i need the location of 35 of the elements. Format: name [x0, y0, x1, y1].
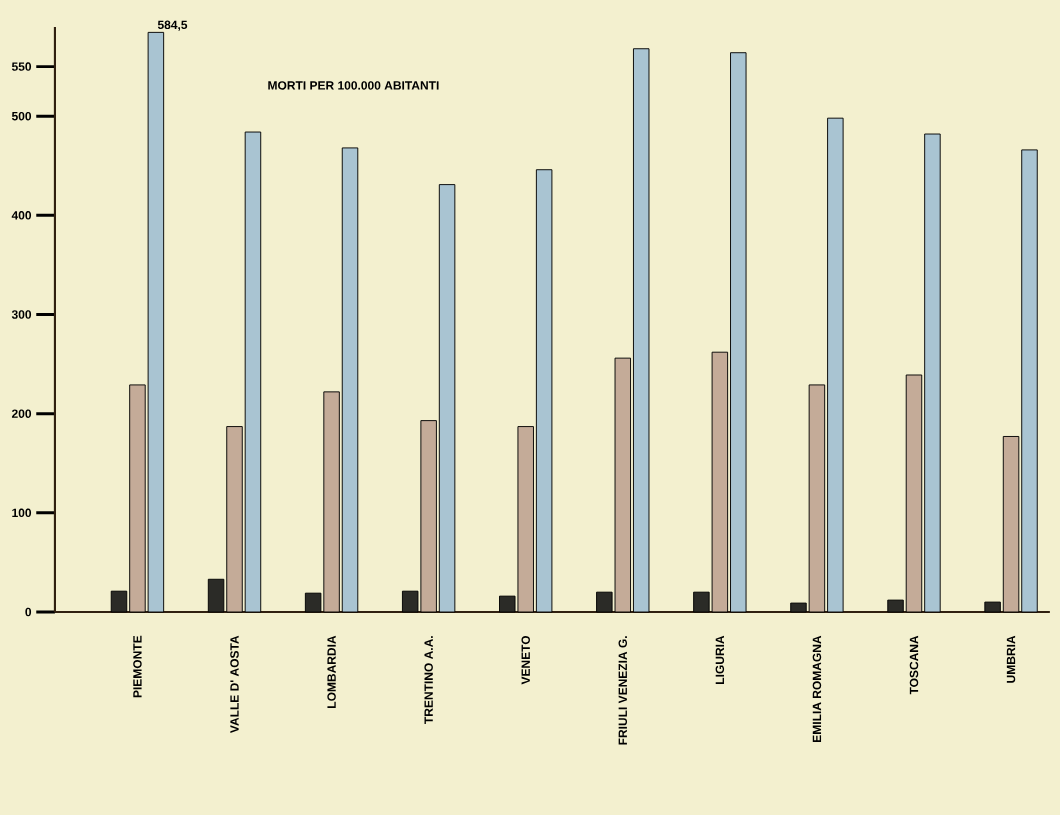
x-tick-label: LIGURIA	[715, 635, 725, 684]
x-tick-label: VALLE D' AOSTA	[230, 635, 239, 734]
bar	[827, 117, 844, 613]
bar	[905, 374, 923, 613]
bar	[924, 133, 941, 613]
bar	[207, 578, 225, 613]
x-tick-label: UMBRIA	[1006, 635, 1016, 683]
y-tick-label: 400	[11, 211, 32, 220]
bar	[887, 599, 904, 613]
text: MORTI PER 100.000 ABITANTI	[268, 81, 439, 90]
bar	[730, 52, 747, 613]
x-tick-label: LOMBARDIA	[327, 635, 336, 708]
x-tick-label: FRIULI VENEZIA G.	[618, 636, 628, 745]
y-tick-label: 500	[11, 111, 32, 121]
bar	[110, 590, 128, 613]
bar	[632, 48, 650, 613]
bar	[1002, 436, 1020, 613]
y-tick-label: 100	[12, 508, 32, 518]
x-tick-label: VENETO	[521, 635, 530, 685]
bar	[244, 131, 262, 613]
x-tick-label: TOSCANA	[909, 635, 919, 695]
x-tick-label: PIEMONTE	[133, 635, 142, 698]
bar	[341, 147, 359, 613]
bar	[984, 601, 1001, 613]
bar	[438, 184, 456, 613]
bar	[535, 169, 553, 613]
y-tick-label: 200	[11, 409, 32, 418]
y-tick-label: 550	[11, 62, 32, 71]
bar	[226, 426, 243, 613]
y-tick-label: 0	[25, 607, 32, 617]
data-label: 584,5	[157, 20, 188, 31]
y-tick-label: 300	[11, 310, 32, 319]
bar	[1021, 149, 1038, 613]
x-tick-label: EMILIA ROMAGNA	[812, 635, 822, 742]
x-tick-label: TRENTINO A.A.	[424, 636, 433, 724]
